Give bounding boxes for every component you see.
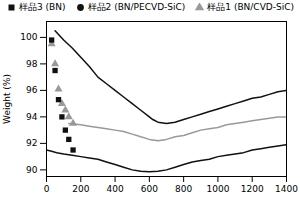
svg-text:92: 92 bbox=[26, 138, 37, 148]
svg-text:98: 98 bbox=[26, 59, 38, 69]
svg-text:96: 96 bbox=[26, 85, 38, 95]
svg-text:1200: 1200 bbox=[241, 184, 264, 194]
svg-text:1000: 1000 bbox=[206, 184, 229, 194]
svg-text:94: 94 bbox=[26, 112, 38, 122]
svg-text:800: 800 bbox=[175, 184, 192, 194]
svg-text:Weight (%): Weight (%) bbox=[2, 74, 12, 124]
svg-text:0: 0 bbox=[44, 184, 50, 194]
html-text:样品3 (BN): 样品3 (BN) bbox=[19, 2, 66, 12]
html-text:样品2 (BN/PECVD-SiC): 样品2 (BN/PECVD-SiC) bbox=[87, 2, 186, 12]
svg-text:100: 100 bbox=[20, 32, 37, 42]
svg-text:200: 200 bbox=[72, 184, 89, 194]
svg-text:400: 400 bbox=[106, 184, 123, 194]
svg-text:1400: 1400 bbox=[275, 184, 298, 194]
svg-text:600: 600 bbox=[141, 184, 158, 194]
html-text:样品1 (BN/CVD-SiC): 样品1 (BN/CVD-SiC) bbox=[207, 2, 294, 12]
svg-text:90: 90 bbox=[26, 165, 38, 175]
